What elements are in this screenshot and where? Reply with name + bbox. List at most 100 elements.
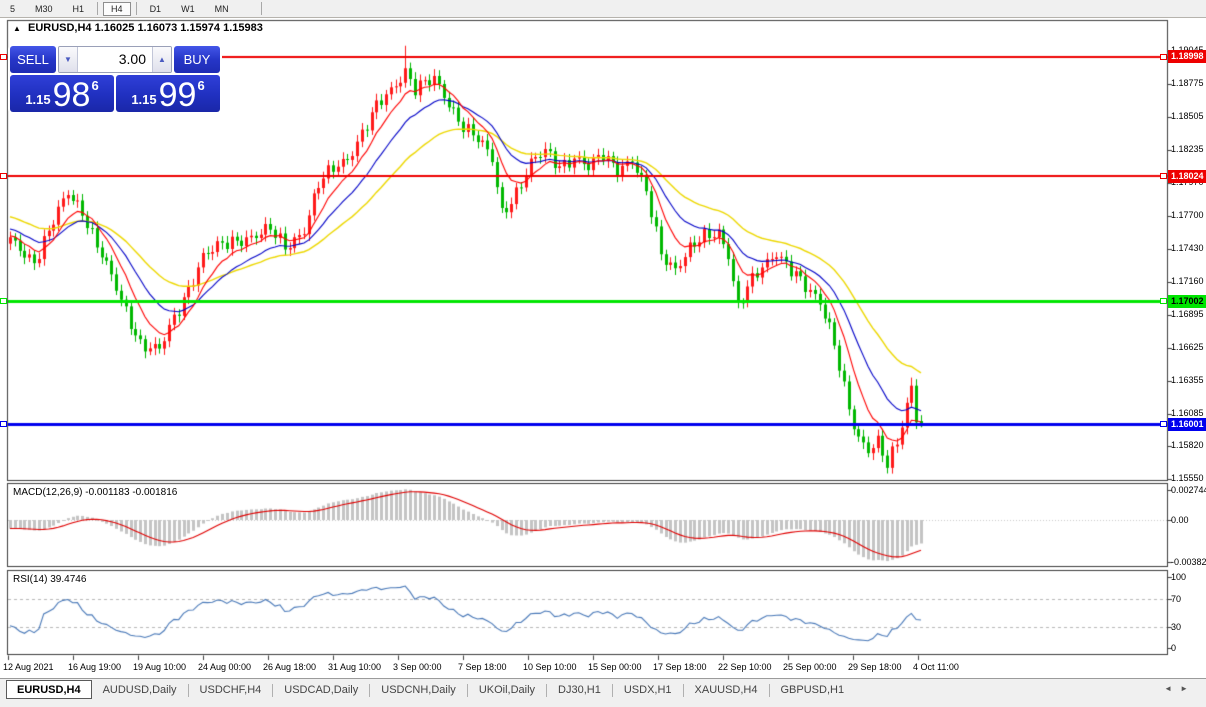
rsi-scale-label: 70 <box>1171 593 1182 604</box>
time-axis-label: 15 Sep 00:00 <box>588 662 642 672</box>
price-tick-label: 1.16625 <box>1171 341 1204 352</box>
price-tick-label: 1.16895 <box>1171 308 1204 319</box>
volume-input[interactable]: 3.00 <box>78 47 152 72</box>
tab-xauusd-h4[interactable]: XAUUSD,H4 <box>694 684 758 696</box>
timeframe-button-h4[interactable]: H4 <box>103 1 131 16</box>
time-axis-label: 25 Sep 00:00 <box>783 662 837 672</box>
collapse-panel-icon[interactable]: ▲ <box>13 24 21 33</box>
symbol-tab-bar: EURUSD,H4 AUDUSD,Daily USDCHF,H4 USDCAD,Dai… <box>0 678 1206 707</box>
time-axis-label: 12 Aug 2021 <box>3 662 54 672</box>
macd-scale-label: -0.00382 <box>1171 556 1206 567</box>
hline-anchor-marker <box>0 53 7 60</box>
timeframe-button-5[interactable]: 5 <box>10 3 16 14</box>
tab-gbpusd-h1[interactable]: GBPUSD,H1 <box>780 684 845 696</box>
sell-button[interactable]: SELL <box>10 46 56 73</box>
macd-scale-label: 0.002744 <box>1171 484 1206 495</box>
buy-price-pips: 99 <box>158 76 197 114</box>
tab-separator <box>466 684 468 697</box>
tab-separator <box>682 684 684 697</box>
rsi-scale-label: 0 <box>1171 643 1177 654</box>
timeframe-button-d1[interactable]: D1 <box>149 3 162 14</box>
timeframe-button-mn[interactable]: MN <box>214 3 229 14</box>
time-axis-label: 22 Sep 10:00 <box>718 662 772 672</box>
hline-anchor-marker <box>0 173 7 180</box>
one-click-trade-panel: SELL ▼ 3.00 ▲ BUY 1.15 98 6 1.15 99 6 <box>8 44 222 114</box>
hline-anchor-marker <box>1160 421 1167 427</box>
timeframe-button-h1[interactable]: H1 <box>72 3 85 14</box>
toolbar-separator <box>97 2 99 15</box>
sell-price-prefix: 1.15 <box>25 92 51 107</box>
toolbar-separator <box>260 2 262 15</box>
volume-decrease-icon[interactable]: ▼ <box>59 47 78 72</box>
hline-anchor-marker <box>1160 173 1167 180</box>
toolbar-separator <box>135 2 137 15</box>
tab-scroll-right-icon[interactable]: ► <box>1180 684 1196 693</box>
tab-separator <box>611 684 613 697</box>
hline-anchor-marker <box>1160 298 1167 305</box>
price-tick-label: 1.15820 <box>1171 440 1204 451</box>
hline-anchor-marker <box>0 298 7 305</box>
tab-scroll-left-icon[interactable]: ◄ <box>1164 684 1181 693</box>
time-axis-label: 10 Sep 10:00 <box>523 662 577 672</box>
price-tick-label: 1.17700 <box>1171 209 1204 220</box>
price-tick-label: 1.15550 <box>1171 473 1204 484</box>
rsi-scale-label: 30 <box>1171 621 1182 632</box>
price-tick-label: 1.17160 <box>1171 276 1204 287</box>
tab-separator <box>272 684 274 697</box>
hline-anchor-marker <box>1160 53 1167 60</box>
sell-price-pips: 98 <box>52 76 91 114</box>
tab-usdchf-h4[interactable]: USDCHF,H4 <box>199 684 262 696</box>
timeframe-toolbar: 5 M30 H1 H4 D1 W1 MN <box>0 0 1206 18</box>
tab-ukoil-daily[interactable]: UKOil,Daily <box>478 684 536 696</box>
time-axis-label: 29 Sep 18:00 <box>848 662 902 672</box>
tab-eurusd-h4[interactable]: EURUSD,H4 <box>6 680 92 699</box>
time-axis-label: 3 Sep 00:00 <box>393 662 442 672</box>
buy-price-prefix: 1.15 <box>131 92 157 107</box>
sell-price-point: 6 <box>91 78 99 93</box>
volume-increase-icon[interactable]: ▲ <box>152 47 171 72</box>
time-axis-label: 7 Sep 18:00 <box>458 662 507 672</box>
price-tick-label: 1.18775 <box>1171 78 1204 89</box>
tab-usdcad-daily[interactable]: USDCAD,Daily <box>284 684 359 696</box>
buy-button[interactable]: BUY <box>174 46 220 73</box>
tab-dj30-h1[interactable]: DJ30,H1 <box>558 684 601 696</box>
chart-symbol-label: EURUSD,H4 <box>27 22 92 34</box>
price-tick-label: 1.18235 <box>1171 144 1204 155</box>
tab-usdx-h1[interactable]: USDX,H1 <box>623 684 672 696</box>
time-axis-label: 24 Aug 00:00 <box>198 662 252 672</box>
time-axis-label: 16 Aug 19:00 <box>68 662 122 672</box>
tab-audusd-daily[interactable]: AUDUSD,Daily <box>102 684 177 696</box>
hline-price-label: 1.18998 <box>1168 50 1206 64</box>
sell-price-button[interactable]: 1.15 98 6 <box>10 75 114 112</box>
hline-anchor-marker <box>0 421 7 427</box>
price-tick-label: 1.19045 <box>1171 45 1204 55</box>
time-axis-label: 19 Aug 10:00 <box>133 662 187 672</box>
time-axis-label: 31 Aug 10:00 <box>328 662 382 672</box>
price-tick-label: 1.17430 <box>1171 243 1204 253</box>
buy-price-point: 6 <box>197 78 205 93</box>
price-tick-label: 1.18505 <box>1171 111 1204 122</box>
hline-price-label: 1.16001 <box>1168 417 1206 431</box>
rsi-indicator-label: RSI(14) 39.4746 <box>13 574 87 585</box>
macd-indicator-label: MACD(12,26,9) -0.001183 -0.001816 <box>13 487 178 498</box>
time-axis-label: 26 Aug 18:00 <box>263 662 317 672</box>
hline-price-label: 1.18024 <box>1168 169 1206 183</box>
macd-scale-label: 0.00 <box>1171 515 1189 525</box>
price-tick-label: 1.16355 <box>1171 374 1204 385</box>
volume-spinner: ▼ 3.00 ▲ <box>58 46 172 73</box>
buy-price-button[interactable]: 1.15 99 6 <box>116 75 220 112</box>
time-axis-label: 4 Oct 11:00 <box>913 662 959 672</box>
chart-title: ▲ EURUSD,H4 1.16025 1.16073 1.15974 1.15… <box>13 22 263 34</box>
timeframe-button-w1[interactable]: W1 <box>181 3 195 14</box>
rsi-scale-label: 100 <box>1171 572 1187 583</box>
tab-separator <box>768 684 770 697</box>
price-tick-label: 1.16085 <box>1171 407 1204 418</box>
time-axis-label: 17 Sep 18:00 <box>653 662 707 672</box>
timeframe-button-m30[interactable]: M30 <box>35 3 53 14</box>
tab-usdcnh-daily[interactable]: USDCNH,Daily <box>381 684 456 696</box>
chart-ohlc-values: 1.16025 1.16073 1.15974 1.15983 <box>94 22 263 34</box>
hline-price-label: 1.17002 <box>1168 294 1206 308</box>
tab-separator <box>546 684 548 697</box>
